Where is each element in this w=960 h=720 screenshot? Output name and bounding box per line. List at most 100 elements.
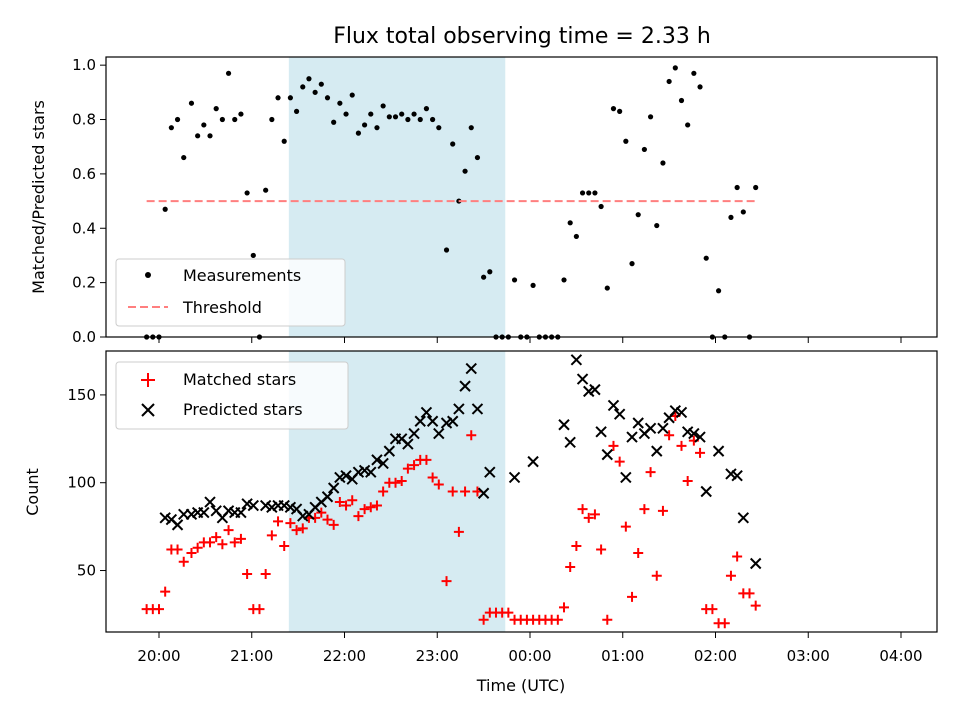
measurement-point	[232, 116, 238, 123]
measurement-point	[430, 116, 436, 123]
y-tick-label: 0.4	[72, 219, 96, 237]
matched-star-point	[725, 570, 736, 581]
matched-star-point	[559, 602, 570, 613]
predicted-star-point	[371, 454, 383, 466]
measurement-point	[740, 209, 746, 215]
measurement-point	[168, 125, 174, 131]
measurement-point	[162, 206, 168, 212]
matched-star-point	[657, 505, 668, 516]
matched-star-point	[217, 539, 228, 550]
matched-star-point	[695, 447, 706, 458]
predicted-star-point	[477, 487, 490, 499]
predicted-star-point	[558, 419, 570, 431]
predicted-star-point	[484, 466, 496, 478]
predicted-star-point	[171, 519, 184, 531]
matched-star-point	[285, 518, 296, 529]
bottom-panel-marks	[141, 354, 762, 629]
matched-star-point	[427, 472, 438, 483]
measurement-point	[181, 154, 187, 161]
matched-star-point	[608, 440, 619, 451]
measurement-point	[474, 154, 481, 161]
measurement-point	[647, 114, 654, 120]
predicted-star-point	[453, 403, 465, 415]
matched-star-point	[682, 475, 693, 486]
matched-star-point	[596, 544, 607, 555]
matched-star-point	[633, 547, 644, 558]
predicted-star-point	[564, 436, 576, 449]
matched-star-point	[322, 514, 333, 525]
measurement-point	[586, 190, 592, 196]
matched-star-point	[602, 614, 613, 625]
matched-star-point	[260, 569, 271, 580]
measurement-point	[423, 106, 430, 112]
matched-star-point	[378, 486, 389, 497]
measurement-point	[188, 100, 195, 106]
x-tick-label: 01:00	[601, 647, 644, 665]
measurement-point	[281, 138, 287, 144]
y-tick-label: 0.0	[72, 328, 96, 346]
matched-star-point	[552, 614, 563, 625]
matched-star-point	[371, 500, 382, 511]
measurement-point	[343, 111, 349, 117]
measurement-point	[213, 106, 219, 112]
matched-star-point	[235, 533, 246, 544]
matched-star-point	[645, 467, 656, 478]
predicted-star-point	[198, 506, 210, 519]
predicted-star-point	[426, 415, 439, 427]
predicted-star-point	[327, 482, 340, 494]
x-tick-label: 00:00	[508, 647, 551, 665]
legend-label-predicted: Predicted stars	[183, 400, 303, 419]
matched-star-point	[205, 537, 216, 548]
predicted-star-point	[749, 557, 762, 570]
measurement-point	[660, 160, 666, 166]
x-tick-label: 03:00	[787, 647, 830, 665]
measurement-point	[623, 138, 629, 144]
matched-star-point	[651, 570, 662, 581]
legend-label-threshold: Threshold	[182, 298, 262, 317]
predicted-star-point	[595, 426, 607, 438]
bottom-y-ticks: 50 100 150	[67, 386, 106, 580]
matched-star-point	[291, 525, 302, 536]
matched-star-point	[390, 477, 401, 488]
measurement-point	[225, 70, 232, 76]
measurement-point	[617, 108, 623, 114]
top-x-tickmarks	[158, 337, 902, 343]
top-legend-box	[115, 258, 346, 327]
matched-star-point	[396, 475, 407, 486]
measurement-point	[374, 125, 380, 131]
y-tick-label: 150	[67, 386, 96, 404]
matched-star-point	[334, 497, 345, 508]
matched-star-point	[172, 544, 183, 555]
x-tick-label: 23:00	[416, 647, 459, 665]
x-tick-label: 20:00	[137, 647, 180, 665]
y-tick-label: 50	[77, 562, 96, 580]
predicted-star-point	[365, 466, 377, 478]
measurement-point	[487, 269, 493, 275]
matched-star-point	[583, 512, 594, 523]
measurement-point	[392, 114, 399, 120]
predicted-star-point	[377, 457, 389, 470]
matched-star-point	[744, 588, 755, 599]
matched-star-point	[620, 521, 631, 532]
measurement-point	[275, 95, 281, 101]
matched-star-point	[478, 614, 489, 625]
measurement-point	[331, 119, 337, 125]
matched-star-point	[565, 562, 576, 573]
measurement-point	[629, 261, 635, 267]
measurement-point	[386, 114, 392, 120]
matched-star-point	[409, 460, 420, 471]
predicted-star-point	[601, 448, 613, 461]
measurement-point	[567, 220, 573, 226]
matched-star-point	[353, 511, 364, 522]
matched-star-point	[614, 456, 625, 467]
y-tick-label: 0.8	[72, 111, 96, 129]
matched-star-point	[273, 516, 284, 527]
y-tick-label: 0.6	[72, 165, 96, 183]
matched-star-point	[254, 604, 265, 615]
x-tick-label: 02:00	[694, 647, 737, 665]
measurement-point	[530, 282, 536, 288]
measurement-point	[238, 111, 244, 117]
matched-star-point	[154, 604, 164, 615]
bottom-y-axis-label: Count	[23, 468, 42, 516]
